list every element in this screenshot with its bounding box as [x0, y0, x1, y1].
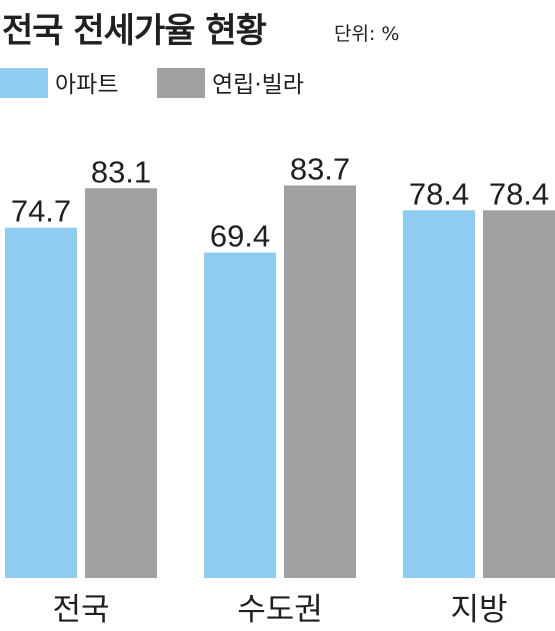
legend-swatch: [157, 68, 205, 98]
bar: [284, 185, 356, 578]
x-tick-label: 지방: [450, 592, 507, 628]
bar: [5, 227, 77, 579]
value-label: 69.4: [210, 219, 270, 254]
unit-label: 단위: %: [334, 23, 399, 45]
legend-swatch: [0, 68, 48, 98]
bar: [483, 210, 555, 578]
chart-title: 전국 전세가율 현황: [2, 11, 267, 51]
value-label: 78.4: [489, 176, 549, 211]
x-tick-label: 전국: [52, 592, 109, 628]
value-label: 83.1: [91, 154, 151, 189]
value-label: 83.7: [290, 151, 350, 186]
bar: [204, 252, 276, 579]
legend-label: 연립·빌라: [212, 72, 304, 98]
legend-label: 아파트: [55, 72, 118, 98]
bar: [85, 188, 157, 579]
value-label: 74.7: [11, 194, 71, 229]
value-label: 78.4: [409, 176, 469, 211]
bar: [403, 210, 475, 578]
x-tick-label: 수도권: [237, 592, 323, 628]
